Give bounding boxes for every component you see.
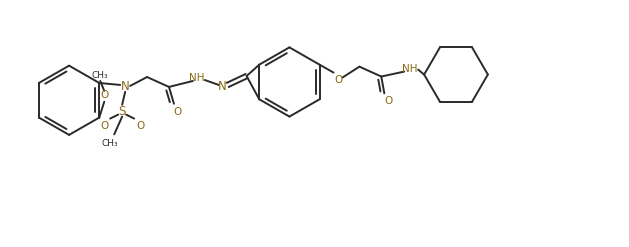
Text: O: O xyxy=(384,96,392,106)
Text: NH: NH xyxy=(403,64,418,74)
Text: O: O xyxy=(174,107,182,117)
Text: O: O xyxy=(100,90,108,100)
Text: O: O xyxy=(136,122,144,131)
Text: O: O xyxy=(100,122,108,131)
Text: NH: NH xyxy=(189,73,204,83)
Text: N: N xyxy=(121,81,130,93)
Text: CH₃: CH₃ xyxy=(102,139,118,148)
Text: N: N xyxy=(218,81,227,93)
Text: O: O xyxy=(335,75,343,84)
Text: S: S xyxy=(118,105,126,118)
Text: CH₃: CH₃ xyxy=(92,71,109,80)
